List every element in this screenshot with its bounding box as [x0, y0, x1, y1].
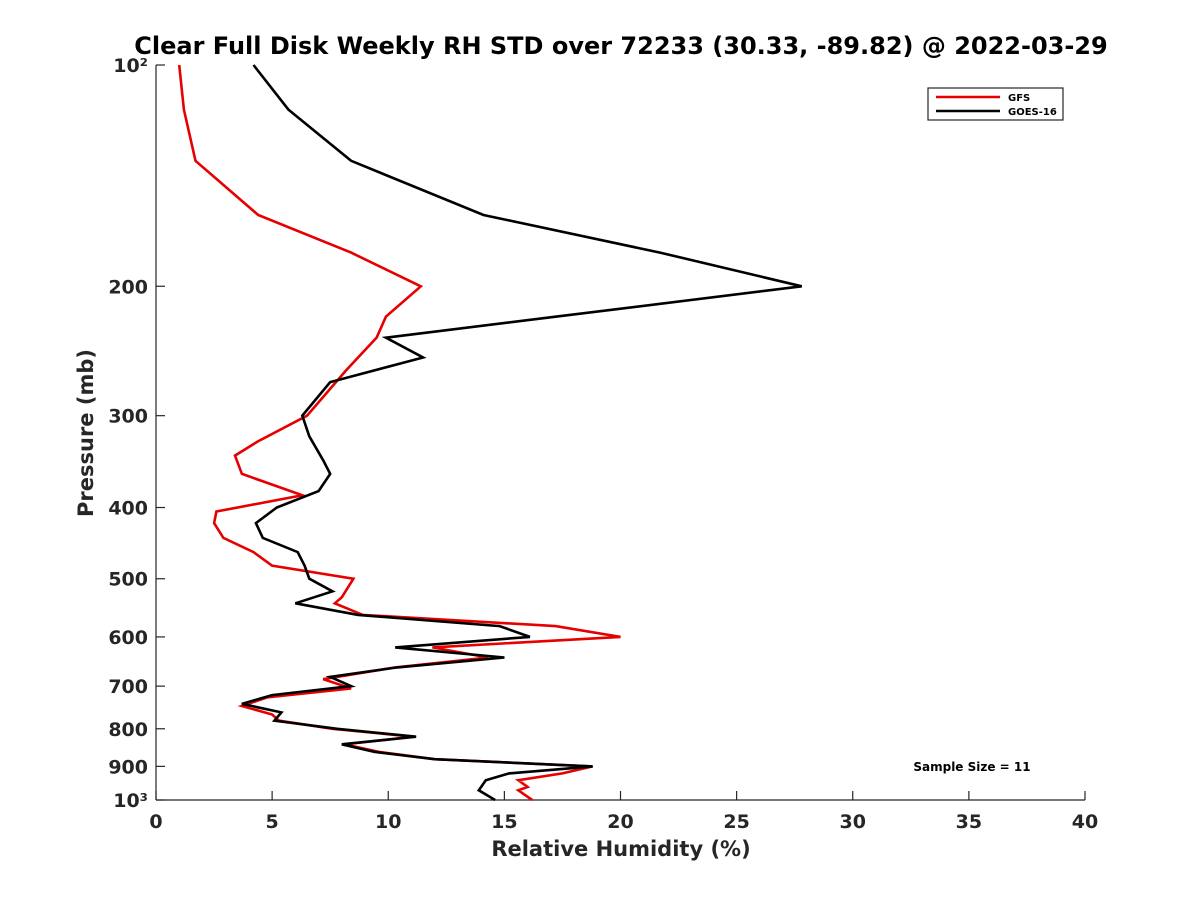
sample-size-annotation: Sample Size = 11: [913, 760, 1030, 774]
legend-label: GOES-16: [1008, 107, 1057, 118]
series-line-goes-16: [241, 64, 803, 802]
y-tick-label: 300: [108, 406, 148, 428]
y-tick-label: 900: [108, 756, 148, 778]
legend-label: GFS: [1008, 93, 1030, 104]
y-tick-label: 10³: [113, 790, 148, 812]
x-tick-label: 15: [491, 811, 517, 833]
x-tick-label: 0: [149, 811, 162, 833]
y-tick-label: 800: [108, 719, 148, 741]
x-tick-label: 40: [1072, 811, 1098, 833]
x-tick-label: 5: [266, 811, 279, 833]
y-axis-label: Pressure (mb): [74, 349, 98, 517]
series-line-gfs: [177, 64, 621, 802]
x-tick-label: 35: [956, 811, 982, 833]
legend: GFS GOES-16: [927, 87, 1064, 121]
y-tick-label: 500: [108, 569, 148, 591]
x-tick-label: 10: [375, 811, 401, 833]
x-axis-label: Relative Humidity (%): [491, 837, 750, 861]
x-tick-label: 30: [840, 811, 866, 833]
y-tick-label: 600: [108, 627, 148, 649]
x-tick-label: 25: [723, 811, 749, 833]
chart-title: Clear Full Disk Weekly RH STD over 72233…: [134, 32, 1107, 60]
y-tick-label: 10²: [113, 55, 148, 77]
y-tick-label: 400: [108, 498, 148, 520]
y-tick-label: 200: [108, 276, 148, 298]
plot-area: 0 5 10 15 20 25 30 35 40 10² 200 300 400 500 600 700 800…: [108, 55, 1098, 833]
x-tick-label: 20: [607, 811, 633, 833]
legend-box: [927, 87, 1064, 121]
y-tick-label: 700: [108, 676, 148, 698]
